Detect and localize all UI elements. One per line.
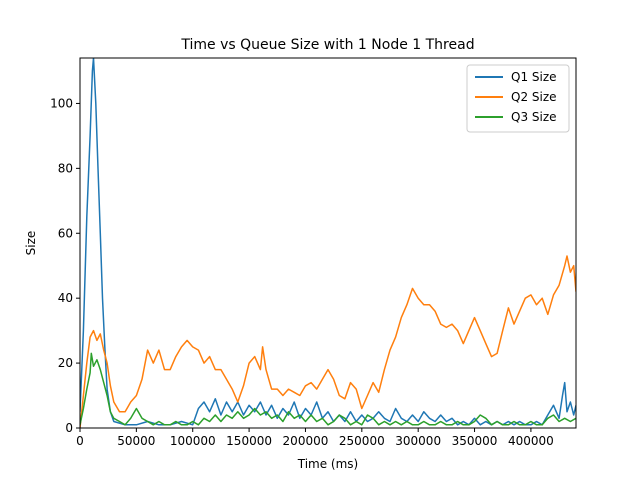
plot-frame (79, 57, 577, 429)
series-layer (80, 58, 576, 428)
x-tick-label: 100000 (170, 434, 216, 448)
y-tick-label: 0 (65, 421, 73, 435)
x-tick-label: 250000 (339, 434, 385, 448)
x-tick-label: 350000 (452, 434, 498, 448)
x-tick-label: 50000 (117, 434, 155, 448)
x-axis: 0 50000 100000 150000 200000 250000 300000 3500… (76, 428, 554, 448)
legend: Q1 Size Q2 Size Q3 Size (466, 64, 570, 133)
legend-label: Q2 Size (511, 90, 557, 104)
x-tick-label: 0 (76, 434, 84, 448)
y-tick-label: 60 (58, 226, 73, 240)
x-tick-label: 300000 (395, 434, 441, 448)
y-tick-label: 20 (58, 356, 73, 370)
y-axis: 0 20 40 60 80 100 (50, 96, 80, 435)
x-tick-label: 150000 (226, 434, 272, 448)
y-axis-label: Size (24, 231, 38, 256)
x-axis-label: Time (ms) (297, 457, 359, 471)
legend-box (466, 64, 570, 133)
y-tick-label: 40 (58, 291, 73, 305)
legend-label: Q1 Size (511, 70, 557, 84)
series-line-q3-size (80, 352, 576, 426)
series-line-q2-size (80, 255, 576, 428)
x-tick-label: 200000 (283, 434, 329, 448)
legend-label: Q3 Size (511, 110, 557, 124)
y-tick-label: 100 (50, 96, 73, 110)
x-tick-label: 400000 (508, 434, 554, 448)
chart-title: Time vs Queue Size with 1 Node 1 Thread (180, 37, 474, 53)
y-tick-label: 80 (58, 161, 73, 175)
